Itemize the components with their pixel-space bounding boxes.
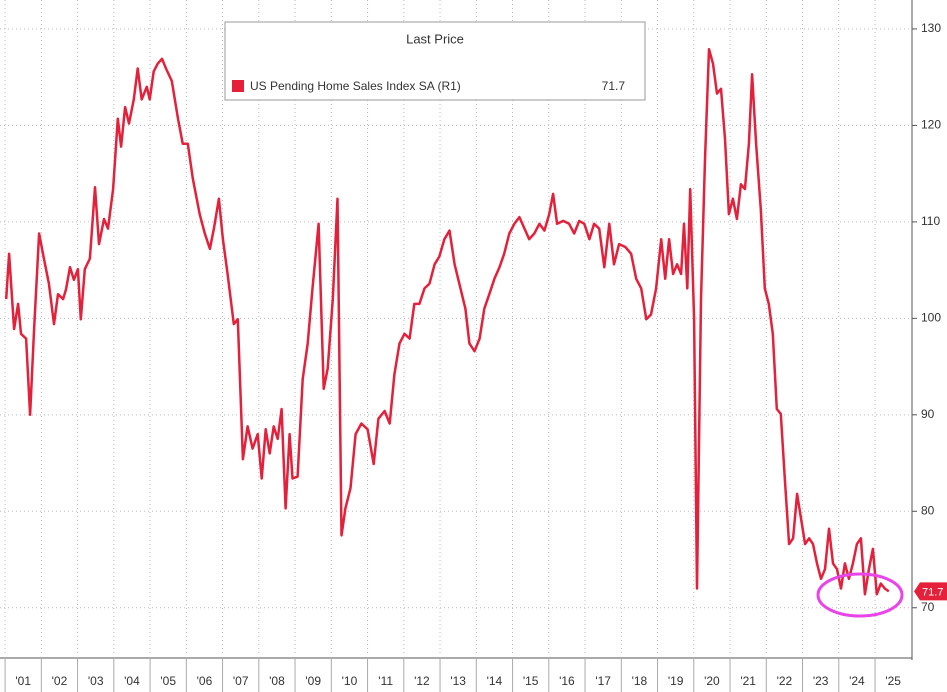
x-tick-label: '11 (378, 674, 393, 688)
x-tick-label: '04 (124, 674, 140, 688)
x-tick-label: '21 (740, 674, 756, 688)
x-tick-label: '19 (668, 674, 684, 688)
x-tick-label: '15 (523, 674, 539, 688)
legend-box (224, 21, 646, 101)
y-tick-label: 120 (921, 118, 941, 132)
x-tick-label: '13 (450, 674, 466, 688)
series-line (4, 47, 890, 596)
x-tick-label: '12 (414, 674, 430, 688)
y-tick-label: 100 (921, 311, 941, 325)
x-tick-label: '25 (885, 674, 901, 688)
legend-label: US Pending Home Sales Index SA (R1) (250, 79, 461, 93)
y-tick-label: 110 (921, 214, 940, 228)
x-tick-label: '06 (197, 674, 213, 688)
x-tick-label: '07 (233, 674, 249, 688)
x-tick-label: '02 (52, 674, 68, 688)
x-tick-label: '14 (487, 674, 503, 688)
x-tick-label: '22 (777, 674, 793, 688)
x-tick-label: '03 (88, 674, 104, 688)
x-tick-label: '08 (269, 674, 285, 688)
x-tick-label: '20 (704, 674, 720, 688)
y-tick-label: 80 (921, 503, 935, 517)
x-tick-label: '05 (160, 674, 176, 688)
x-tick-label: '10 (342, 674, 358, 688)
legend-value: 71.7 (602, 79, 626, 93)
x-tick-label: '01 (15, 674, 31, 688)
legend-header: Last Price (406, 31, 464, 46)
x-tick-label: '18 (632, 674, 648, 688)
last-value-tag (914, 582, 947, 601)
x-tick-label: '09 (305, 674, 321, 688)
x-tick-label: '24 (849, 674, 865, 688)
y-tick-label: 90 (921, 407, 935, 421)
x-tick-label: '17 (595, 674, 611, 688)
last-value-label: 71.7 (922, 586, 943, 598)
legend: Last Price US Pending Home Sales Index S… (224, 21, 646, 101)
legend-swatch (232, 80, 244, 92)
x-tick-label: '16 (559, 674, 575, 688)
y-tick-label: 70 (921, 600, 935, 614)
highlight-ellipse (816, 572, 904, 618)
y-tick-label: 130 (921, 21, 941, 35)
x-tick-label: '23 (813, 674, 829, 688)
